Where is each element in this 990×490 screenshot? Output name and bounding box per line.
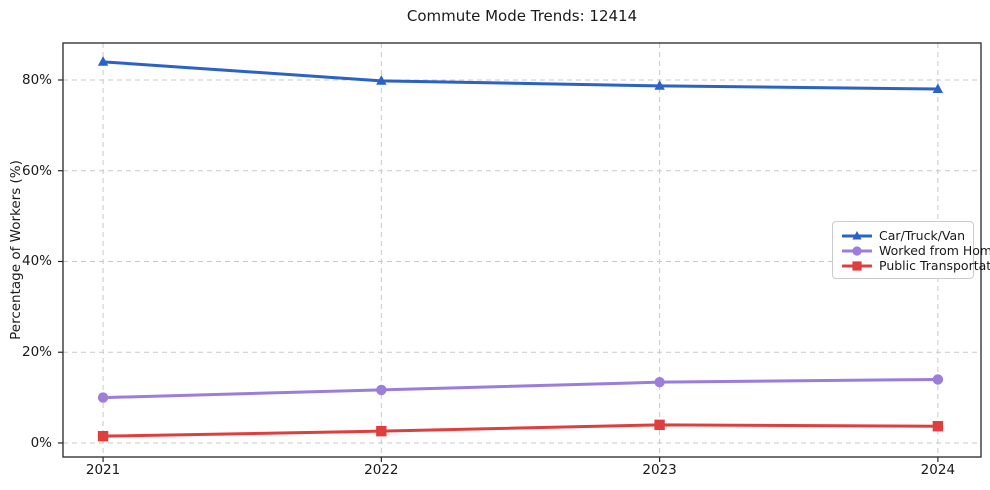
y-tick-label: 80% (21, 71, 52, 88)
legend: Car/Truck/Van Worked from Home Public Tran… (832, 221, 990, 279)
legend-item[interactable]: Worked from Home (842, 243, 990, 258)
data-point-triangle[interactable] (376, 75, 387, 85)
y-tick-label: 0% (30, 434, 52, 451)
data-point-circle[interactable] (932, 374, 944, 385)
data-point-triangle[interactable] (852, 230, 862, 239)
data-point-circle[interactable] (97, 392, 109, 403)
series-worked-from-home (97, 374, 944, 403)
legend-circle-icon (842, 245, 872, 256)
data-point-square[interactable] (852, 260, 862, 271)
data-point-triangle[interactable] (932, 83, 944, 93)
y-tick-label: 40% (21, 253, 52, 270)
legend-item[interactable]: Public Transportation (842, 258, 990, 273)
legend-label: Car/Truck/Van (879, 228, 966, 243)
series-car-truck-van (97, 56, 944, 93)
y-tick-label: 20% (21, 344, 52, 361)
data-point-square[interactable] (376, 425, 387, 437)
legend-label: Public Transportation (879, 258, 990, 273)
series-line[interactable] (101, 377, 940, 400)
series-public-transportation (97, 419, 944, 442)
data-point-square[interactable] (97, 430, 109, 442)
plot-border (62, 42, 982, 458)
data-point-square[interactable] (932, 420, 944, 432)
data-point-triangle[interactable] (654, 80, 665, 90)
legend-square-icon (842, 260, 872, 271)
x-tick-label: 2023 (642, 462, 677, 478)
legend-label: Worked from Home (879, 243, 990, 258)
y-tick-label: 60% (21, 162, 52, 179)
x-tick-label: 2022 (364, 462, 399, 478)
data-point-circle[interactable] (852, 245, 862, 256)
x-tick-label: 2021 (85, 462, 121, 478)
data-point-square[interactable] (654, 419, 665, 431)
data-point-circle[interactable] (376, 384, 387, 396)
x-tick-label: 2024 (920, 462, 956, 478)
data-point-circle[interactable] (654, 376, 665, 388)
chart-title: Commute Mode Trends: 12414 (406, 7, 638, 25)
series-line[interactable] (101, 423, 940, 438)
series-line[interactable] (101, 60, 940, 91)
legend-item[interactable]: Car/Truck/Van (842, 228, 966, 243)
legend-triangle-icon (842, 230, 872, 239)
data-point-triangle[interactable] (97, 56, 109, 66)
